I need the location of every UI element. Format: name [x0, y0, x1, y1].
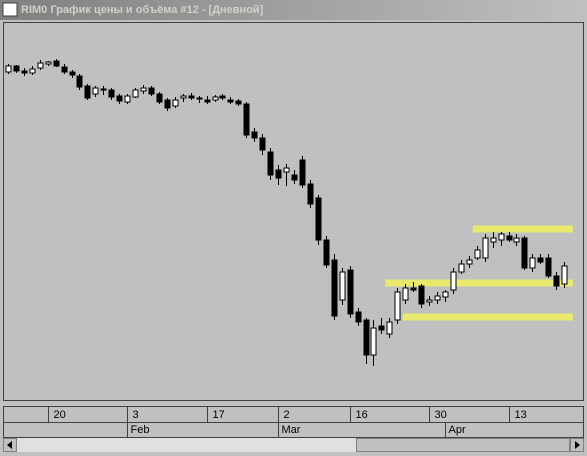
month-axis	[3, 422, 584, 438]
candle-body	[355, 311, 362, 323]
candle-body	[227, 99, 234, 103]
candle-body	[490, 237, 497, 243]
candle-body	[331, 259, 338, 317]
x-tick-label: 20	[54, 409, 66, 421]
candle-body	[243, 103, 250, 136]
candle-body	[442, 291, 449, 298]
candle-body	[148, 87, 155, 95]
window-title: RIM0 График цены и объёма #12 - [Дневной…	[21, 4, 264, 16]
candle-body	[410, 287, 417, 291]
candle-body	[37, 62, 44, 69]
candle-body	[69, 71, 76, 76]
candle-body	[180, 95, 187, 99]
candle-body	[76, 75, 83, 88]
candle-body	[529, 257, 536, 269]
candle-body	[482, 237, 489, 259]
candle-body	[235, 100, 242, 105]
candle-body	[61, 66, 68, 73]
candle-body	[315, 197, 322, 241]
candle-body	[29, 68, 36, 74]
candle-body	[283, 167, 290, 173]
candle-body	[267, 151, 274, 176]
month-label: Apr	[449, 424, 466, 436]
level-band	[385, 279, 573, 287]
date-axis	[3, 406, 584, 423]
candle-body	[370, 327, 377, 356]
candle-body	[434, 295, 441, 301]
plot-area	[3, 22, 584, 401]
candle-body	[156, 93, 163, 103]
candle-body	[212, 96, 219, 101]
arrow-left	[7, 441, 12, 449]
candle-body	[172, 99, 179, 107]
candle-body	[553, 275, 560, 287]
candle-body	[450, 271, 457, 291]
candle-body	[92, 87, 99, 95]
candle-body	[21, 70, 28, 74]
candle-body	[100, 88, 107, 91]
candle-body	[219, 95, 226, 99]
candle-body	[498, 233, 505, 241]
candle-body	[259, 137, 266, 151]
candle-body	[45, 61, 52, 65]
candle-body	[275, 169, 282, 179]
candle-body	[251, 131, 258, 139]
candle-body	[204, 99, 211, 103]
candle-body	[545, 257, 552, 277]
window-icon	[2, 2, 18, 17]
candle-body	[5, 65, 12, 73]
candle-body	[513, 237, 520, 243]
candle-body	[386, 321, 393, 335]
candle-body	[363, 319, 370, 356]
candle-body	[124, 95, 131, 103]
arrow-right	[575, 441, 580, 449]
candle-body	[13, 65, 20, 72]
candle-body	[394, 291, 401, 321]
candle-body	[537, 257, 544, 263]
month-label: Feb	[131, 424, 150, 436]
candle-body	[140, 87, 147, 92]
candle-body	[116, 95, 123, 102]
candle-body	[347, 269, 354, 315]
candle-body	[84, 85, 91, 99]
candle-body	[378, 325, 385, 331]
candle-body	[291, 174, 298, 181]
candle-body	[474, 249, 481, 259]
x-tick-label: 30	[435, 409, 447, 421]
candle-body	[196, 97, 203, 100]
candle-body	[561, 265, 568, 285]
candle-body	[466, 259, 473, 265]
level-band	[402, 313, 573, 321]
candle-body	[188, 95, 195, 99]
candle-body	[323, 239, 330, 266]
x-tick-label: 13	[515, 409, 527, 421]
candle-body	[426, 299, 433, 303]
candle-body	[458, 263, 465, 273]
x-tick-label: 2	[284, 409, 290, 421]
candle-body	[339, 271, 346, 301]
candle-body	[132, 89, 139, 98]
candle-body	[53, 60, 60, 67]
title-bar	[0, 0, 587, 20]
scroll-thumb[interactable]	[356, 438, 570, 452]
x-tick-label: 3	[133, 409, 139, 421]
candle-body	[299, 159, 306, 186]
level-band	[472, 225, 573, 233]
x-tick-label: 17	[213, 409, 225, 421]
candle-body	[521, 237, 528, 269]
candle-body	[108, 89, 115, 98]
x-tick-label: 16	[356, 409, 368, 421]
month-label: Mar	[282, 424, 301, 436]
candle-body	[402, 287, 409, 301]
candle-body	[307, 183, 314, 205]
candle-body	[418, 285, 425, 305]
candle-body	[506, 235, 513, 241]
candle-body	[164, 99, 171, 109]
